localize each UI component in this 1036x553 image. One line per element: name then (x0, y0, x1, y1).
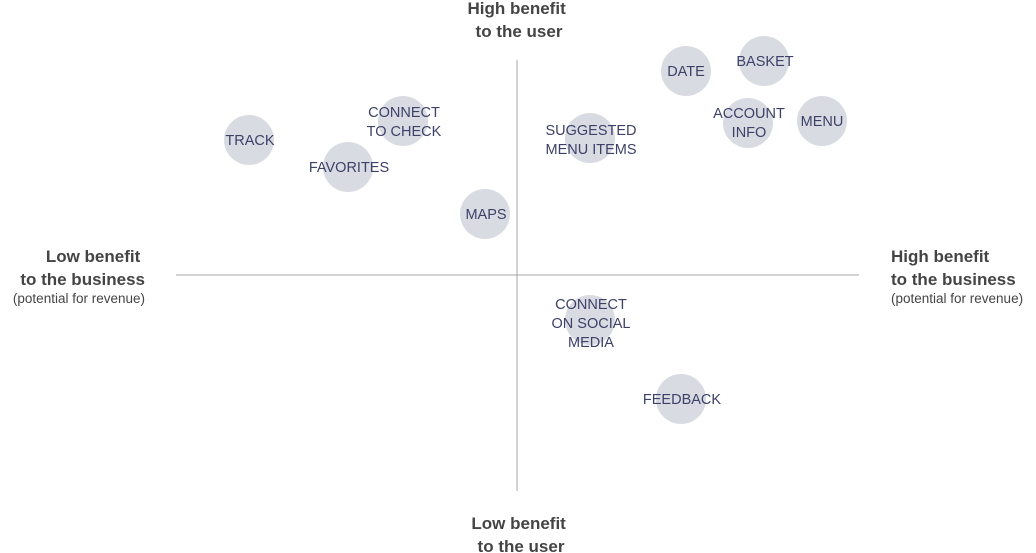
bubble-circle (565, 113, 615, 163)
bubble-item: SUGGESTED MENU ITEMS (545, 113, 637, 163)
axis-note-left: (potential for revenue) (13, 291, 145, 306)
bubble-label-line: FAVORITES (309, 160, 389, 176)
axis-label-bottom-line-1: Low benefit (471, 514, 566, 533)
bubble-item: TRACK (224, 115, 275, 165)
axis-label-right-line-2: to the business (891, 270, 1016, 289)
bubble-item: ACCOUNT INFO (713, 98, 785, 148)
axis-label-top: High benefit to the user (468, 0, 571, 41)
bubble-label: DATE (667, 64, 705, 80)
bubble-label-line: MAPS (465, 207, 506, 223)
bubble-item: MAPS (460, 189, 510, 239)
bubble-layer: DATE BASKET ACCOUNT INFO MENU CONNECT TO CHECK… (224, 36, 847, 424)
bubble-circle (460, 189, 510, 239)
bubble-item: BASKET (736, 36, 794, 86)
bubble-item: MENU (797, 96, 847, 146)
bubble-item: CONNECT TO CHECK (367, 96, 442, 146)
axis-note-right: (potential for revenue) (891, 291, 1023, 306)
bubble-circle (656, 374, 706, 424)
bubble-label: MAPS (465, 207, 506, 223)
bubble-label: FAVORITES (309, 160, 389, 176)
bubble-label-line: BASKET (736, 54, 793, 70)
bubble-label-line: MENU (801, 114, 844, 130)
bubble-label: FEEDBACK (643, 392, 721, 408)
bubble-label-line: TO CHECK (367, 124, 442, 140)
axis-label-top-line-1: High benefit (468, 0, 567, 18)
bubble-item: DATE (661, 46, 711, 96)
axis-label-left-line-1: Low benefit (46, 247, 141, 266)
axis-label-bottom-line-2: to the user (478, 537, 565, 553)
axis-label-left-line-2: to the business (20, 270, 145, 289)
bubble-circle (797, 96, 847, 146)
bubble-label-line: INFO (732, 125, 767, 141)
bubble-item: CONNECT ON SOCIAL MEDIA (552, 295, 631, 351)
bubble-circle (224, 115, 274, 165)
bubble-label-line: CONNECT (555, 297, 627, 313)
axis-label-right: High benefit to the business (891, 247, 1016, 289)
bubble-label-line: MEDIA (568, 335, 614, 351)
bubble-label-line: TRACK (225, 133, 274, 149)
bubble-circle (323, 142, 373, 192)
bubble-label-line: MENU ITEMS (545, 142, 636, 158)
axis-label-top-line-2: to the user (476, 22, 563, 41)
bubble-label: CONNECT ON SOCIAL MEDIA (552, 297, 631, 351)
bubble-circle (723, 98, 773, 148)
bubble-label-line: SUGGESTED (545, 123, 636, 139)
bubble-label-line: ACCOUNT (713, 106, 785, 122)
bubble-circle (565, 295, 615, 345)
bubble-label: ACCOUNT INFO (713, 106, 785, 141)
bubble-label-line: ON SOCIAL (552, 316, 631, 332)
bubble-label-line: DATE (667, 64, 705, 80)
bubble-label: MENU (801, 114, 844, 130)
bubble-circle (739, 36, 789, 86)
bubble-label-line: FEEDBACK (643, 392, 721, 408)
axis-label-right-line-1: High benefit (891, 247, 990, 266)
axis-label-bottom: Low benefit to the user (471, 514, 570, 553)
bubble-label: SUGGESTED MENU ITEMS (545, 123, 636, 158)
bubble-item: FAVORITES (309, 142, 389, 192)
bubble-label: BASKET (736, 54, 793, 70)
bubble-circle (378, 96, 428, 146)
bubble-item: FEEDBACK (643, 374, 721, 424)
axis-label-left: Low benefit to the business (20, 247, 145, 289)
bubble-label: CONNECT TO CHECK (367, 105, 442, 140)
bubble-label: TRACK (225, 133, 274, 149)
bubble-label-line: CONNECT (368, 105, 440, 121)
bubble-circle (661, 46, 711, 96)
